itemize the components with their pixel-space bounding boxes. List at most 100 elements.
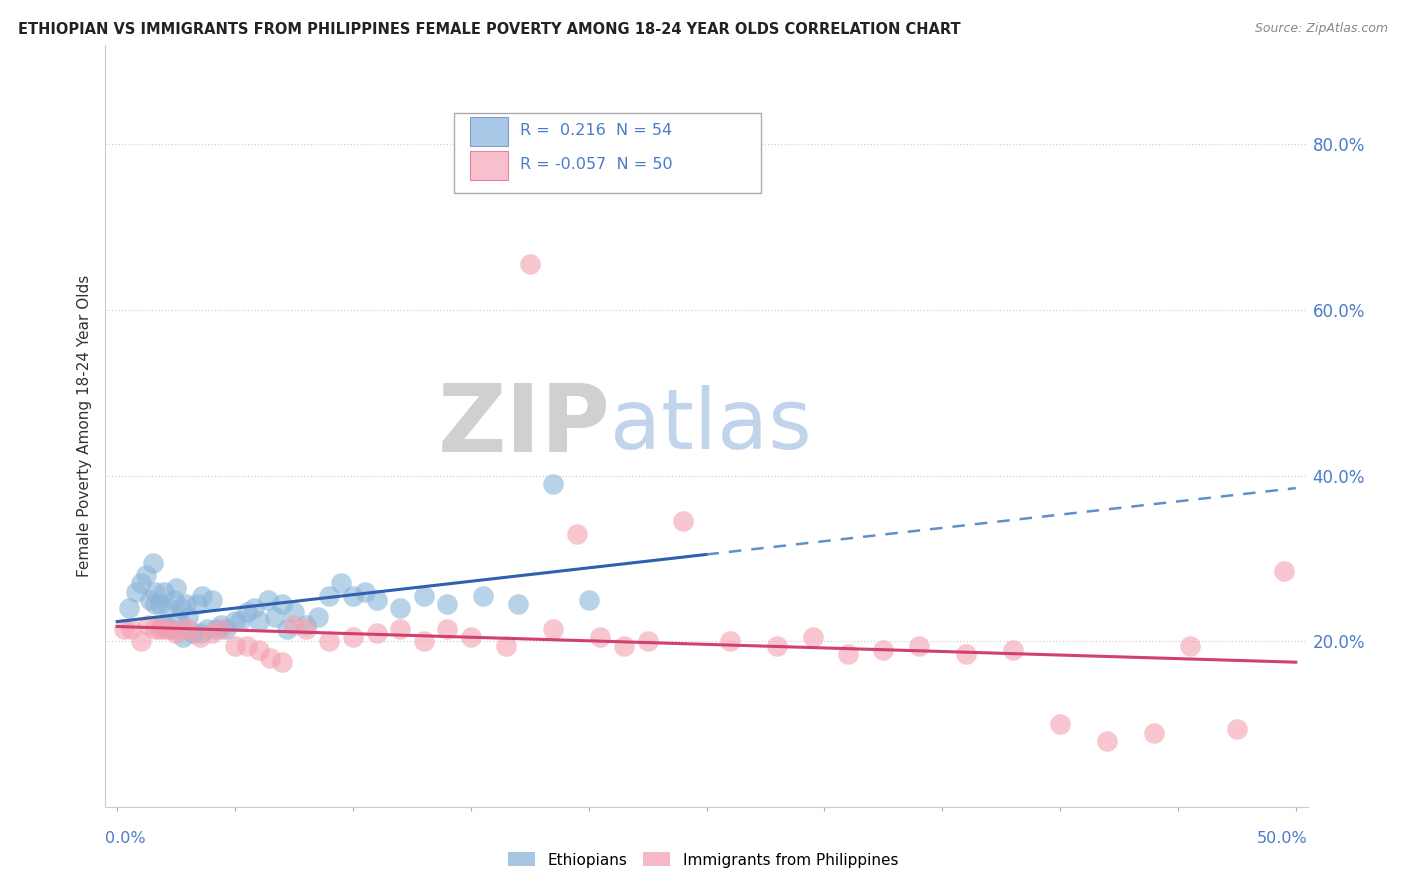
Point <box>412 634 434 648</box>
Text: R = -0.057  N = 50: R = -0.057 N = 50 <box>520 157 673 172</box>
Point <box>136 618 159 632</box>
Legend: Ethiopians, Immigrants from Philippines: Ethiopians, Immigrants from Philippines <box>502 847 904 873</box>
Text: 0.0%: 0.0% <box>105 831 146 846</box>
FancyBboxPatch shape <box>470 151 508 179</box>
Point <box>1049 717 1071 731</box>
Point <box>543 622 565 636</box>
Point <box>214 622 236 636</box>
Y-axis label: Female Poverty Among 18-24 Year Olds: Female Poverty Among 18-24 Year Olds <box>77 275 93 577</box>
Point <box>170 601 193 615</box>
Point <box>283 606 305 620</box>
Point <box>139 593 162 607</box>
Point <box>167 614 190 628</box>
Point <box>125 584 148 599</box>
Point <box>342 589 364 603</box>
Point <box>436 622 458 636</box>
Point <box>259 651 281 665</box>
Point <box>837 647 859 661</box>
Point <box>177 609 200 624</box>
Point <box>236 639 259 653</box>
Point <box>186 597 208 611</box>
Text: R =  0.216  N = 54: R = 0.216 N = 54 <box>520 123 672 138</box>
Point <box>589 630 612 644</box>
FancyBboxPatch shape <box>470 117 508 146</box>
Point <box>188 630 211 644</box>
Point <box>118 601 141 615</box>
Point <box>366 626 388 640</box>
Point <box>389 601 412 615</box>
Point <box>142 556 165 570</box>
Point <box>153 618 176 632</box>
Point <box>149 622 172 636</box>
Point <box>150 618 173 632</box>
Point <box>143 584 166 599</box>
Point <box>143 622 166 636</box>
Point <box>264 609 287 624</box>
Point <box>1226 722 1249 736</box>
Point <box>188 626 211 640</box>
Point <box>229 614 252 628</box>
Point <box>165 581 187 595</box>
Point <box>283 618 305 632</box>
Point <box>872 642 894 657</box>
Point <box>172 622 194 636</box>
Point <box>153 622 176 636</box>
Point <box>247 614 270 628</box>
Point <box>637 634 659 648</box>
Point <box>801 630 824 644</box>
Point <box>129 576 152 591</box>
Point <box>1097 734 1119 748</box>
Point <box>224 639 246 653</box>
Text: ZIP: ZIP <box>437 380 610 472</box>
Point <box>209 622 232 636</box>
Point <box>205 622 228 636</box>
Text: 50.0%: 50.0% <box>1257 831 1308 846</box>
Point <box>318 634 340 648</box>
Point <box>295 622 318 636</box>
Point <box>672 514 695 528</box>
Point <box>181 626 204 640</box>
Point <box>353 584 375 599</box>
Point <box>460 630 482 644</box>
Point <box>163 593 186 607</box>
Point <box>330 576 353 591</box>
Text: Source: ZipAtlas.com: Source: ZipAtlas.com <box>1254 22 1388 36</box>
Point <box>172 630 194 644</box>
Point <box>200 626 222 640</box>
Point <box>129 634 152 648</box>
Point <box>271 655 294 669</box>
Point <box>613 639 636 653</box>
Point <box>495 639 517 653</box>
Point <box>519 257 541 271</box>
Point <box>276 622 298 636</box>
Point <box>191 589 214 603</box>
Point <box>565 526 588 541</box>
Point <box>295 618 318 632</box>
Point <box>1143 725 1166 739</box>
Point <box>165 626 187 640</box>
Point <box>195 622 218 636</box>
Point <box>160 622 183 636</box>
Point <box>366 593 388 607</box>
Point <box>112 622 135 636</box>
Point <box>153 584 176 599</box>
Point <box>135 568 157 582</box>
Point <box>506 597 529 611</box>
Point <box>342 630 364 644</box>
Point <box>766 639 789 653</box>
Point <box>157 622 180 636</box>
Point <box>1001 642 1024 657</box>
Point <box>243 601 266 615</box>
Point <box>157 601 180 615</box>
Point <box>209 618 232 632</box>
Point <box>907 639 929 653</box>
Point <box>578 593 600 607</box>
Point <box>143 597 166 611</box>
Point <box>236 606 259 620</box>
Point <box>177 622 200 636</box>
Point <box>174 597 197 611</box>
Point <box>471 589 494 603</box>
Point <box>257 593 280 607</box>
FancyBboxPatch shape <box>454 113 761 194</box>
Text: atlas: atlas <box>610 385 813 467</box>
